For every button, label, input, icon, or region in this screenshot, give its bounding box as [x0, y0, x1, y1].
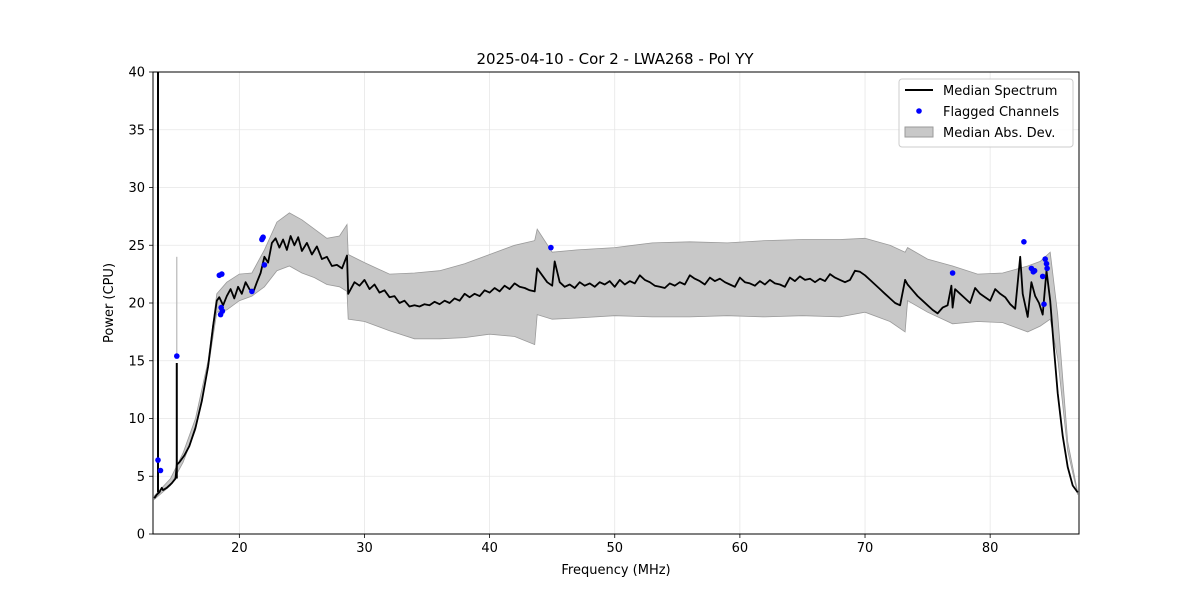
- legend-scatter-swatch: [916, 108, 922, 114]
- flagged-channel-point: [260, 234, 266, 240]
- mad-fill-layer: [153, 212, 1079, 501]
- flagged-channel-point: [949, 270, 956, 276]
- y-tick-label: 0: [137, 528, 145, 543]
- y-tick-label: 10: [128, 412, 145, 427]
- flagged-channel-point: [249, 288, 255, 295]
- y-tick-label: 15: [128, 354, 145, 369]
- y-tick-label: 5: [137, 470, 145, 485]
- y-axis-ticks: 0 5 10 15 20 25 30 35 40: [128, 66, 153, 543]
- x-tick-label: 60: [732, 541, 749, 556]
- flagged-channel-point: [1021, 239, 1027, 245]
- legend-label-flagged: Flagged Channels: [943, 105, 1059, 120]
- mad-band: [153, 212, 1079, 501]
- flagged-channel-point: [219, 271, 225, 277]
- median-line-layer: [153, 72, 1079, 499]
- flagged-points-layer: [155, 234, 1050, 474]
- legend-box: [898, 78, 1074, 148]
- x-tick-label: 50: [606, 541, 623, 556]
- flagged-channel-point: [1031, 267, 1038, 274]
- legend-label-mad: Median Abs. Dev.: [943, 126, 1055, 141]
- flagged-channel-point: [1039, 273, 1046, 280]
- x-tick-label: 80: [982, 541, 999, 556]
- median-spectrum-line: [153, 235, 1079, 499]
- y-axis-label: Power (CPU): [102, 263, 117, 343]
- x-tick-label: 30: [356, 541, 373, 556]
- flagged-channel-point: [155, 457, 161, 463]
- flagged-channel-point: [157, 467, 164, 474]
- chart-title: 2025-04-10 - Cor 2 - LWA268 - Pol YY: [477, 50, 755, 68]
- legend: Median Spectrum Flagged Channels Median …: [898, 78, 1074, 148]
- flagged-channel-point: [1044, 265, 1050, 272]
- flagged-channel-point: [174, 353, 180, 359]
- y-tick-label: 25: [128, 239, 145, 254]
- flagged-channel-point: [548, 244, 554, 251]
- y-tick-label: 20: [128, 297, 145, 312]
- flagged-channel-point: [1043, 260, 1050, 267]
- y-tick-label: 40: [128, 66, 145, 81]
- y-tick-label: 35: [128, 123, 145, 138]
- x-tick-label: 70: [857, 541, 874, 556]
- x-tick-label: 40: [481, 541, 498, 556]
- x-axis-label: Frequency (MHz): [561, 563, 670, 578]
- flagged-channel-point: [1042, 256, 1048, 262]
- legend-label-median: Median Spectrum: [943, 84, 1057, 99]
- flagged-channel-point: [219, 308, 226, 314]
- x-axis-ticks: 20 30 40 50 60 70 80: [231, 534, 998, 556]
- x-tick-label: 20: [231, 541, 248, 556]
- y-tick-label: 30: [128, 181, 145, 196]
- flagged-channel-point: [261, 262, 268, 268]
- legend-fill-swatch: [904, 126, 934, 138]
- flagged-channel-point: [1041, 301, 1047, 308]
